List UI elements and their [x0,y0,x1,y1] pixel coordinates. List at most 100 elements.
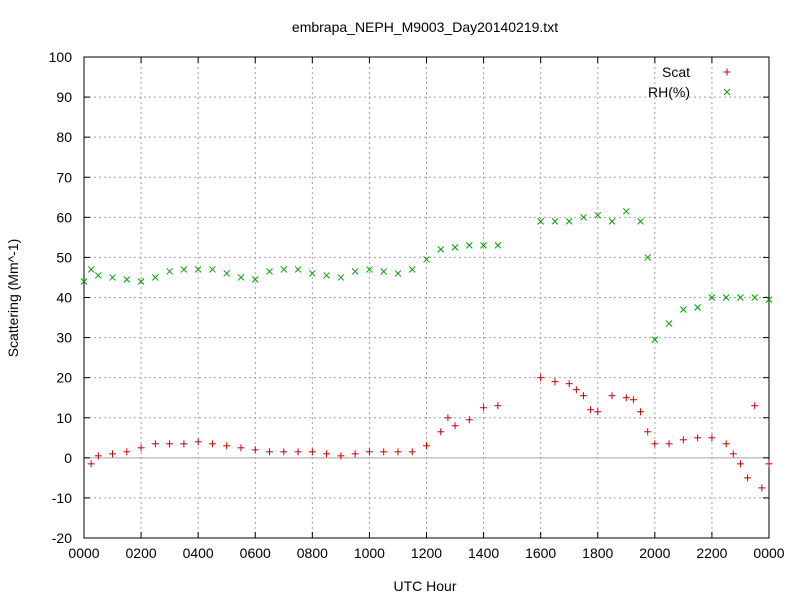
rh-point [137,278,145,285]
scat-point [744,474,752,482]
rh-point [565,217,573,225]
x-tick-label: 0600 [240,545,271,561]
scat-point [151,440,159,448]
rh-point [537,217,545,225]
y-tick-label: 60 [56,209,72,225]
scat-point [465,416,473,424]
x-tick-label: 0200 [126,545,157,561]
scat-point [437,428,445,436]
y-tick-label: 80 [56,129,72,145]
scat-point [87,460,95,468]
scat-point [765,460,773,468]
rh-point [551,217,559,225]
x-tick-label: 1200 [411,545,442,561]
rh-point [465,242,473,249]
rh-point [380,268,388,275]
rh-point [423,256,430,263]
axis-layer: 0000 0200 0400 0600 0800 1000 1200 1400 1600 1800… [49,49,785,561]
rh-point [109,274,116,281]
rh-point [708,294,716,301]
rh-point [194,266,202,273]
rh-point [209,266,216,273]
scat-point [572,386,580,394]
rh-point [237,274,245,281]
scat-point [651,440,659,448]
rh-point [494,242,502,249]
rh-point [694,304,701,311]
scat-point [751,402,759,410]
scat-point [729,450,737,458]
scat-point [308,448,316,456]
rh-point [722,294,730,301]
y-tick-label: -10 [52,490,72,506]
rh-point [408,266,416,273]
scat-point [722,440,730,448]
rh-point [223,270,231,277]
y-tick-label: 30 [56,330,72,346]
scat-point [565,380,573,388]
y-tick-label: 90 [56,89,72,105]
scat-point [708,434,716,442]
rh-point [451,244,459,251]
y-tick-label: 100 [49,49,73,65]
rh-point [87,266,95,273]
rh-point [180,266,188,273]
chart-title: embrapa_NEPH_M9003_Day20140219.txt [292,19,558,35]
scat-point [266,448,274,456]
scat-point [736,460,744,468]
grid-layer [84,57,769,538]
rh-point [251,276,259,283]
scat-point [594,408,602,416]
scat-point [408,448,416,456]
rh-point [580,213,587,221]
rh-point [351,268,359,275]
rh-point [622,207,630,215]
scat-point [480,404,488,412]
scat-point [94,452,102,460]
scat-point [166,440,174,448]
scat-point [251,446,259,454]
scat-point [194,438,202,446]
scat-point [123,448,131,456]
rh-point [366,266,373,273]
scat-point [423,442,430,450]
scat-point [337,452,345,460]
legend-marker-scat [723,68,731,76]
scat-point [665,440,673,448]
scat-point [137,444,145,452]
scat-point [444,414,452,422]
rh-point [152,274,159,281]
x-tick-label: 1600 [525,545,556,561]
x-tick-label: 2000 [639,545,670,561]
scat-point [551,378,559,386]
legend-label-scat: Scat [662,64,690,80]
scat-point [237,444,245,452]
scat-point [351,450,359,458]
rh-point [80,278,88,285]
x-tick-label: 0800 [297,545,328,561]
scat-point [494,402,502,410]
x-tick-label: 0400 [183,545,214,561]
scat-point [608,392,616,400]
scat-point [644,428,652,436]
x-tick-label: 1800 [582,545,613,561]
rh-point [337,274,345,281]
x-axis-label: UTC Hour [393,578,456,594]
rh-point [394,270,402,277]
rh-point [166,268,173,275]
rh-point [594,211,602,219]
scat-point [323,450,331,458]
rh-point [266,268,273,275]
scat-point [208,440,216,448]
rh-point [280,266,288,273]
rh-point [480,242,487,249]
legend: Scat RH(%) [648,64,731,100]
scat-point [637,408,645,416]
x-tick-label: 0000 [68,545,99,561]
scat-point [679,436,687,444]
scat-point [622,394,630,402]
rh-point [751,294,759,301]
scat-point [294,448,302,456]
x-tick-label: 1000 [354,545,385,561]
